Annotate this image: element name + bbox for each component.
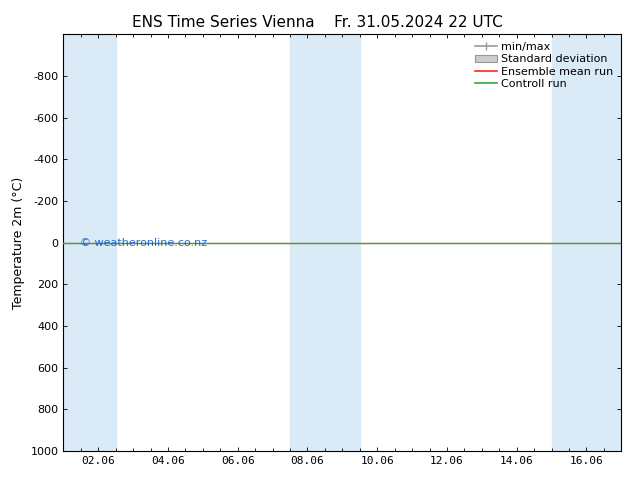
Text: ENS Time Series Vienna    Fr. 31.05.2024 22 UTC: ENS Time Series Vienna Fr. 31.05.2024 22… (132, 15, 502, 30)
Legend: min/max, Standard deviation, Ensemble mean run, Controll run: min/max, Standard deviation, Ensemble me… (472, 40, 616, 91)
Bar (552, 34, 621, 451)
Y-axis label: Temperature 2m (°C): Temperature 2m (°C) (12, 176, 25, 309)
Text: © weatheronline.co.nz: © weatheronline.co.nz (80, 238, 207, 247)
Bar (290, 34, 360, 451)
Bar (63, 34, 115, 451)
